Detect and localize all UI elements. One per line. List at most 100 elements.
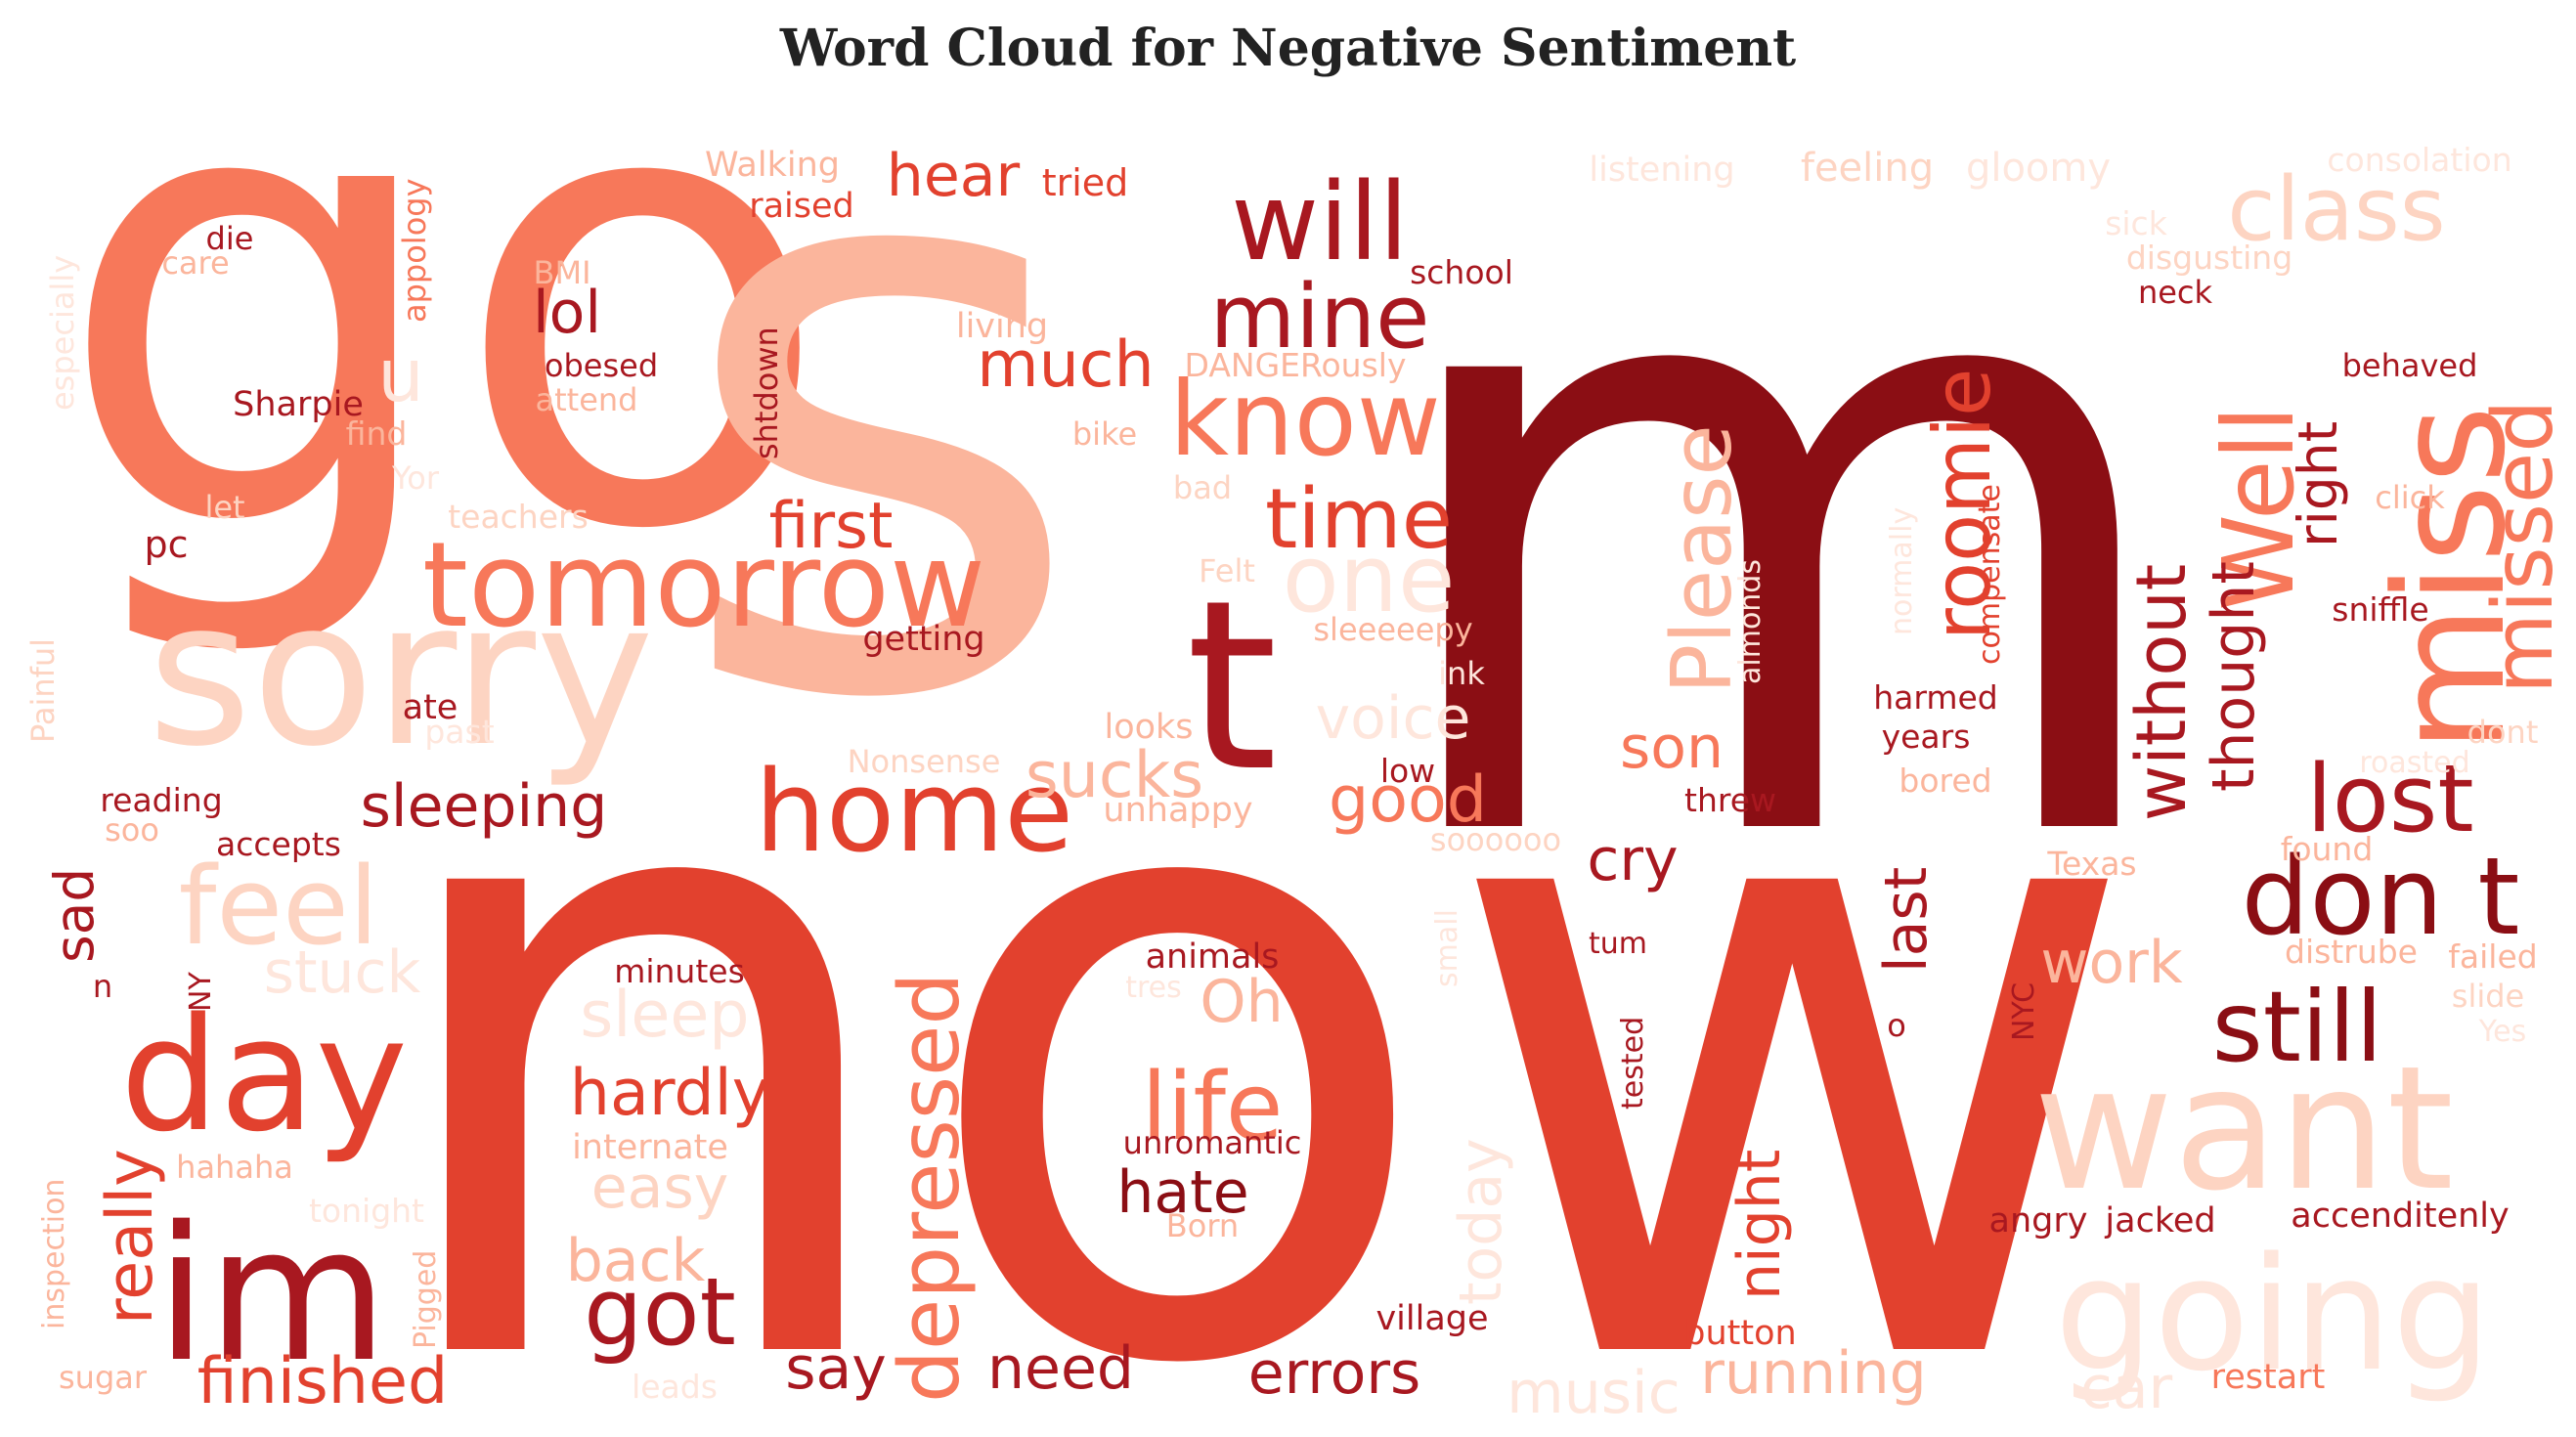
- word-son: son: [1620, 714, 1724, 782]
- word-felt: Felt: [1199, 552, 1255, 589]
- word-n: n: [93, 968, 112, 1005]
- word-walking: Walking: [705, 146, 840, 185]
- word-leads: leads: [632, 1368, 718, 1406]
- word-teachers: teachers: [448, 498, 589, 536]
- word-now: now: [369, 550, 2144, 1437]
- word-getting: getting: [862, 620, 984, 659]
- word-internate: internate: [572, 1128, 728, 1167]
- word-threw: threw: [1684, 781, 1776, 819]
- word-thought: thought: [2200, 561, 2268, 792]
- word-slide: slide: [2452, 978, 2524, 1015]
- word-harmed: harmed: [1873, 678, 1998, 717]
- chart-title: Word Cloud for Negative Sentiment: [779, 19, 1797, 78]
- word-say: say: [785, 1334, 887, 1403]
- word-o: o: [1887, 1007, 1906, 1044]
- word-years: years: [1882, 718, 1971, 756]
- word-bad: bad: [1173, 469, 1232, 506]
- word-let: let: [204, 489, 244, 526]
- word-attend: attend: [536, 381, 638, 418]
- word-small: small: [1430, 909, 1464, 987]
- word-back: back: [566, 1227, 706, 1295]
- word-inspection: inspection: [37, 1179, 71, 1329]
- word-gloomy: gloomy: [1966, 146, 2111, 191]
- word-find: find: [346, 414, 408, 453]
- word-ny: NY: [184, 972, 218, 1012]
- word-low: low: [1380, 752, 1435, 790]
- word-sugar: sugar: [59, 1359, 148, 1396]
- word-found: found: [2281, 830, 2374, 868]
- word-running: running: [1700, 1339, 1927, 1408]
- word-yes: Yes: [2478, 1015, 2526, 1049]
- word-voice: voice: [1316, 684, 1471, 753]
- word-sleeping: sleeping: [361, 772, 608, 841]
- word-hardly: hardly: [570, 1057, 769, 1130]
- word-mine: mine: [1209, 266, 1429, 369]
- word-really: really: [94, 1149, 167, 1325]
- word-obesed: obesed: [545, 347, 658, 384]
- word-dont: dont: [2467, 714, 2539, 751]
- word-unhappy: unhappy: [1103, 791, 1252, 830]
- word-well: Well: [2202, 406, 2316, 611]
- word-m: m: [1370, 46, 2189, 1024]
- word-today: today: [1447, 1138, 1515, 1305]
- word-errors: errors: [1248, 1339, 1421, 1408]
- word-pc: pc: [144, 523, 188, 566]
- word-class: class: [2227, 158, 2445, 261]
- word-sad: sad: [43, 868, 106, 963]
- word-t: t: [1186, 549, 1278, 823]
- word-don-t: don t: [2242, 834, 2520, 959]
- word-reading: reading: [100, 781, 222, 819]
- word-village: village: [1375, 1299, 1488, 1338]
- word-going: going: [2055, 1223, 2492, 1406]
- word-im: im: [155, 1187, 388, 1403]
- word-got: got: [584, 1259, 736, 1367]
- word-cry: cry: [1587, 826, 1678, 894]
- word-sniffle: sniffle: [2332, 590, 2428, 629]
- word-finished: finished: [197, 1345, 449, 1418]
- word-ink: ink: [1438, 655, 1485, 692]
- word-much: much: [977, 328, 1154, 402]
- word-texas: Texas: [2046, 845, 2136, 883]
- word-click: click: [2375, 479, 2445, 516]
- word-sleep: sleep: [580, 979, 749, 1052]
- word-jacked: jacked: [2104, 1201, 2215, 1241]
- word-listening: listening: [1589, 151, 1734, 190]
- word-without: without: [2121, 564, 2202, 821]
- word-want: want: [2033, 1030, 2454, 1229]
- word-day: day: [120, 983, 408, 1166]
- word-especially: especially: [44, 255, 81, 411]
- word-tomorrow: tomorrow: [422, 518, 985, 654]
- word-failed: failed: [2448, 937, 2537, 976]
- word-hear: hear: [887, 142, 1021, 210]
- word-tum: tum: [1589, 927, 1647, 961]
- word-missed: missed: [2475, 400, 2572, 694]
- word-roasted: roasted: [2359, 746, 2469, 780]
- word-please: Please: [1654, 424, 1751, 694]
- word-need: need: [987, 1334, 1134, 1403]
- word-know: know: [1169, 360, 1440, 479]
- word-bored: bored: [1899, 762, 1991, 800]
- word-oh: Oh: [1200, 968, 1283, 1036]
- word-dangerously: DANGERously: [1185, 346, 1407, 384]
- word-feel: feel: [179, 844, 379, 969]
- word-school: school: [1410, 253, 1513, 291]
- word-stuck: stuck: [264, 938, 421, 1007]
- word-sick: sick: [2105, 204, 2168, 242]
- word-painful: Painful: [24, 638, 62, 743]
- word-button: button: [1683, 1314, 1796, 1353]
- word-sleeeeepy: sleeeeepy: [1313, 611, 1472, 648]
- word-almonds: almonds: [1733, 559, 1768, 684]
- word-animals: animals: [1146, 937, 1280, 977]
- word-u: u: [377, 332, 424, 418]
- word-good: good: [1329, 763, 1487, 837]
- word-angry: angry: [1989, 1201, 2088, 1241]
- word-hate: hate: [1116, 1158, 1248, 1227]
- word-last: last: [1872, 867, 1941, 973]
- word-hahaha: hahaha: [176, 1149, 293, 1186]
- word-born: Born: [1166, 1207, 1239, 1244]
- word-will: will: [1231, 159, 1409, 284]
- word-appology: appology: [396, 178, 433, 323]
- word-s: s: [671, 0, 1088, 874]
- word-first: first: [768, 490, 893, 563]
